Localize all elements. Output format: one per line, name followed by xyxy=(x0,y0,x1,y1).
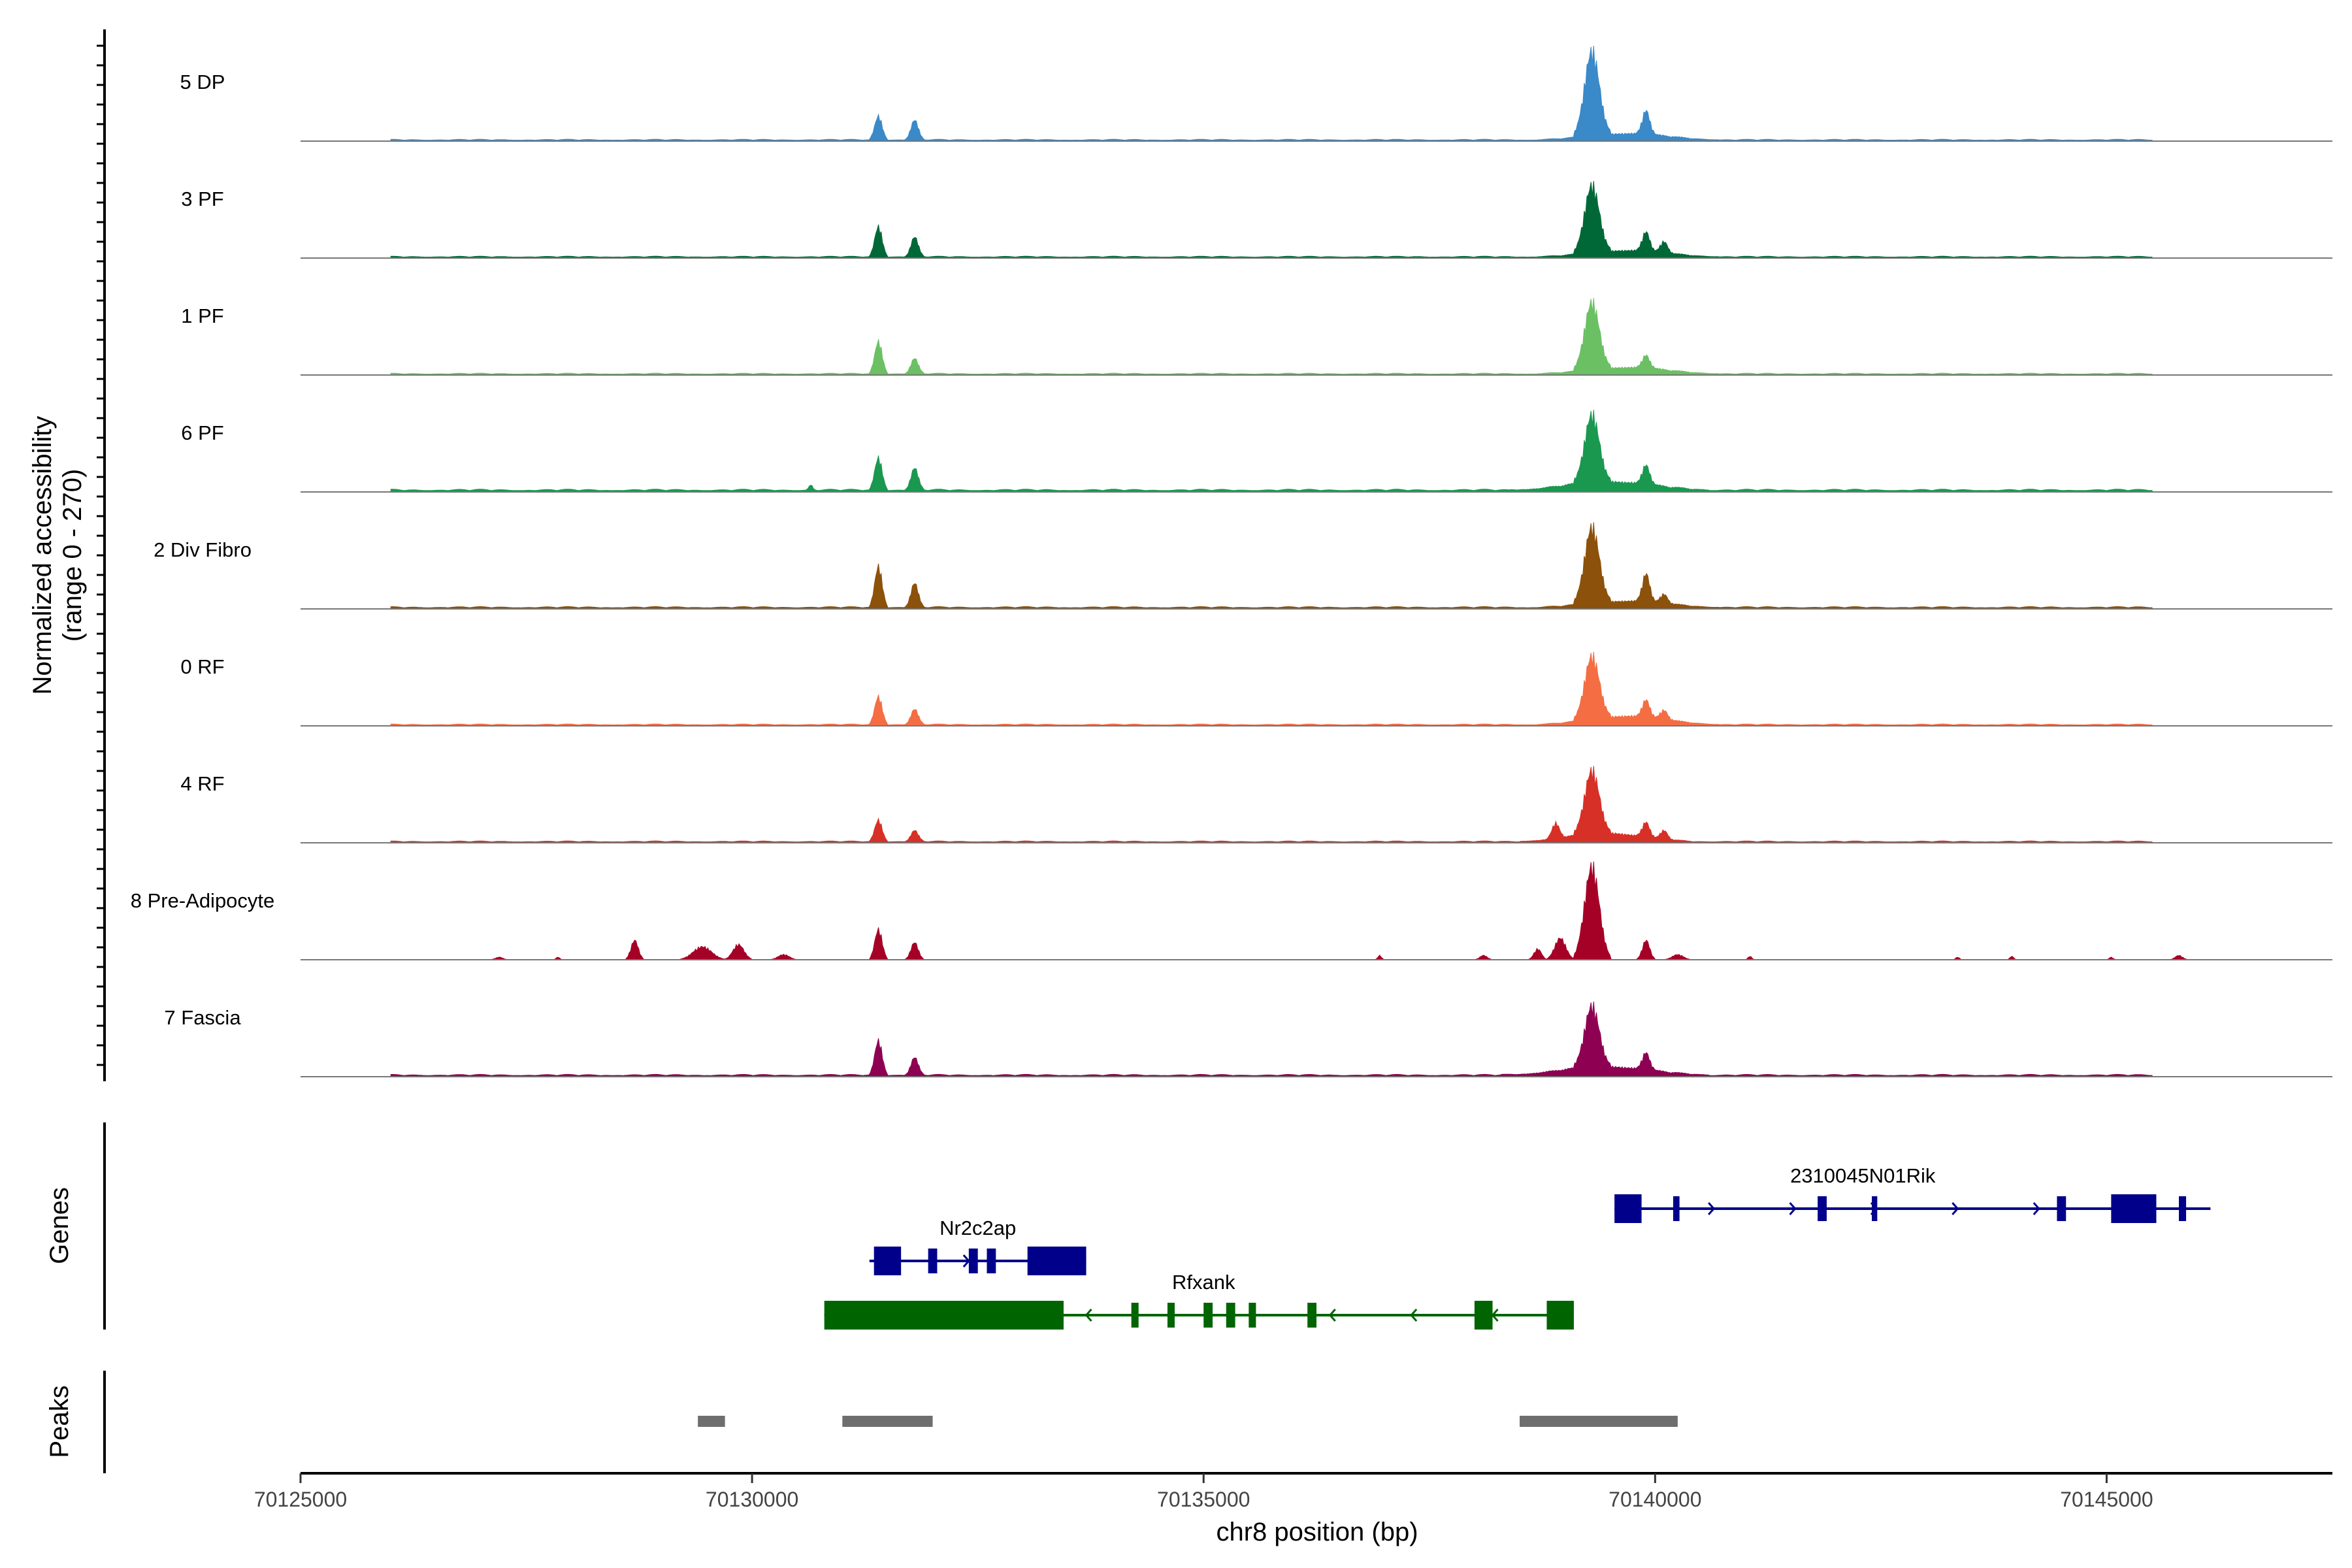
gene-exon xyxy=(1131,1303,1139,1328)
gene-exon xyxy=(1027,1247,1086,1275)
gene-exon xyxy=(1872,1196,1878,1221)
gene-exon xyxy=(1226,1303,1235,1328)
x-tick-label: 70140000 xyxy=(1609,1488,1701,1511)
gene-label: 2310045N01Rik xyxy=(1790,1164,1936,1187)
strand-arrow xyxy=(1708,1202,1716,1215)
gene-exon xyxy=(1203,1303,1213,1328)
track-label: 7 Fascia xyxy=(164,1006,241,1029)
x-tick-label: 70145000 xyxy=(2060,1488,2153,1511)
x-tick-label: 70135000 xyxy=(1157,1488,1250,1511)
gene-label: Nr2c2ap xyxy=(939,1217,1016,1239)
strand-arrow xyxy=(1328,1309,1336,1322)
peak-region xyxy=(842,1416,933,1427)
gene-exon xyxy=(1546,1301,1574,1330)
strand-arrow xyxy=(1952,1202,1959,1215)
strand-arrow xyxy=(2033,1202,2040,1215)
gene-exon xyxy=(2111,1194,2157,1223)
gene-exon xyxy=(874,1247,902,1275)
gene-exon xyxy=(1167,1303,1175,1328)
coverage-area-1-pf xyxy=(390,297,2287,376)
track-label: 3 PF xyxy=(181,188,223,210)
track-label: 5 DP xyxy=(180,71,225,93)
track-label: 1 PF xyxy=(181,304,223,327)
coverage-area-2-div-fibro xyxy=(390,522,2287,610)
peak-region xyxy=(1520,1416,1678,1427)
y-axis-title-line1: Normalized accessibility xyxy=(28,416,57,695)
gene-exon xyxy=(987,1249,996,1273)
gene-exon xyxy=(824,1301,1064,1330)
peaks-panel-label: Peaks xyxy=(45,1385,74,1458)
gene-exon xyxy=(1249,1303,1256,1328)
gene-rfxank: Rfxank xyxy=(824,1271,1574,1330)
peak-region xyxy=(698,1416,725,1427)
strand-arrow xyxy=(1789,1202,1797,1215)
gene-exon xyxy=(2179,1196,2187,1221)
gene-exon xyxy=(928,1249,938,1273)
gene-label: Rfxank xyxy=(1172,1271,1235,1294)
gene-exon xyxy=(968,1249,978,1273)
coverage-area-4-rf xyxy=(390,766,2287,843)
strand-arrow xyxy=(1085,1309,1092,1322)
track-label: 6 PF xyxy=(181,421,223,444)
gene-exon xyxy=(2057,1196,2066,1221)
gene-exon xyxy=(1614,1194,1642,1223)
track-label: 0 RF xyxy=(180,655,224,678)
x-axis-title: chr8 position (bp) xyxy=(1216,1518,1418,1546)
x-tick-label: 70125000 xyxy=(254,1488,347,1511)
coverage-area-8-pre-adipocyte xyxy=(391,861,2287,960)
track-label: 4 RF xyxy=(180,772,224,795)
gene-2310045n01rik: 2310045N01Rik xyxy=(1614,1164,2211,1223)
strand-arrow xyxy=(1410,1309,1418,1322)
coverage-area-3-pf xyxy=(390,180,2287,259)
track-label: 2 Div Fibro xyxy=(154,538,252,561)
coverage-area-5-dp xyxy=(390,45,2287,142)
x-tick-label: 70130000 xyxy=(706,1488,798,1511)
y-axis-title-line2: (range 0 - 270) xyxy=(58,469,87,642)
gene-exon xyxy=(1818,1196,1827,1221)
coverage-area-7-fascia xyxy=(390,1001,2287,1077)
genes-panel-label: Genes xyxy=(45,1187,74,1264)
gene-exon xyxy=(1673,1196,1680,1221)
coverage-area-0-rf xyxy=(390,651,2287,727)
gene-nr2c2ap: Nr2c2ap xyxy=(869,1217,1086,1275)
coverage-area-6-pf xyxy=(390,410,2287,493)
gene-exon xyxy=(1307,1303,1316,1328)
gene-exon xyxy=(1474,1301,1493,1330)
track-label: 8 Pre-Adipocyte xyxy=(131,889,275,912)
